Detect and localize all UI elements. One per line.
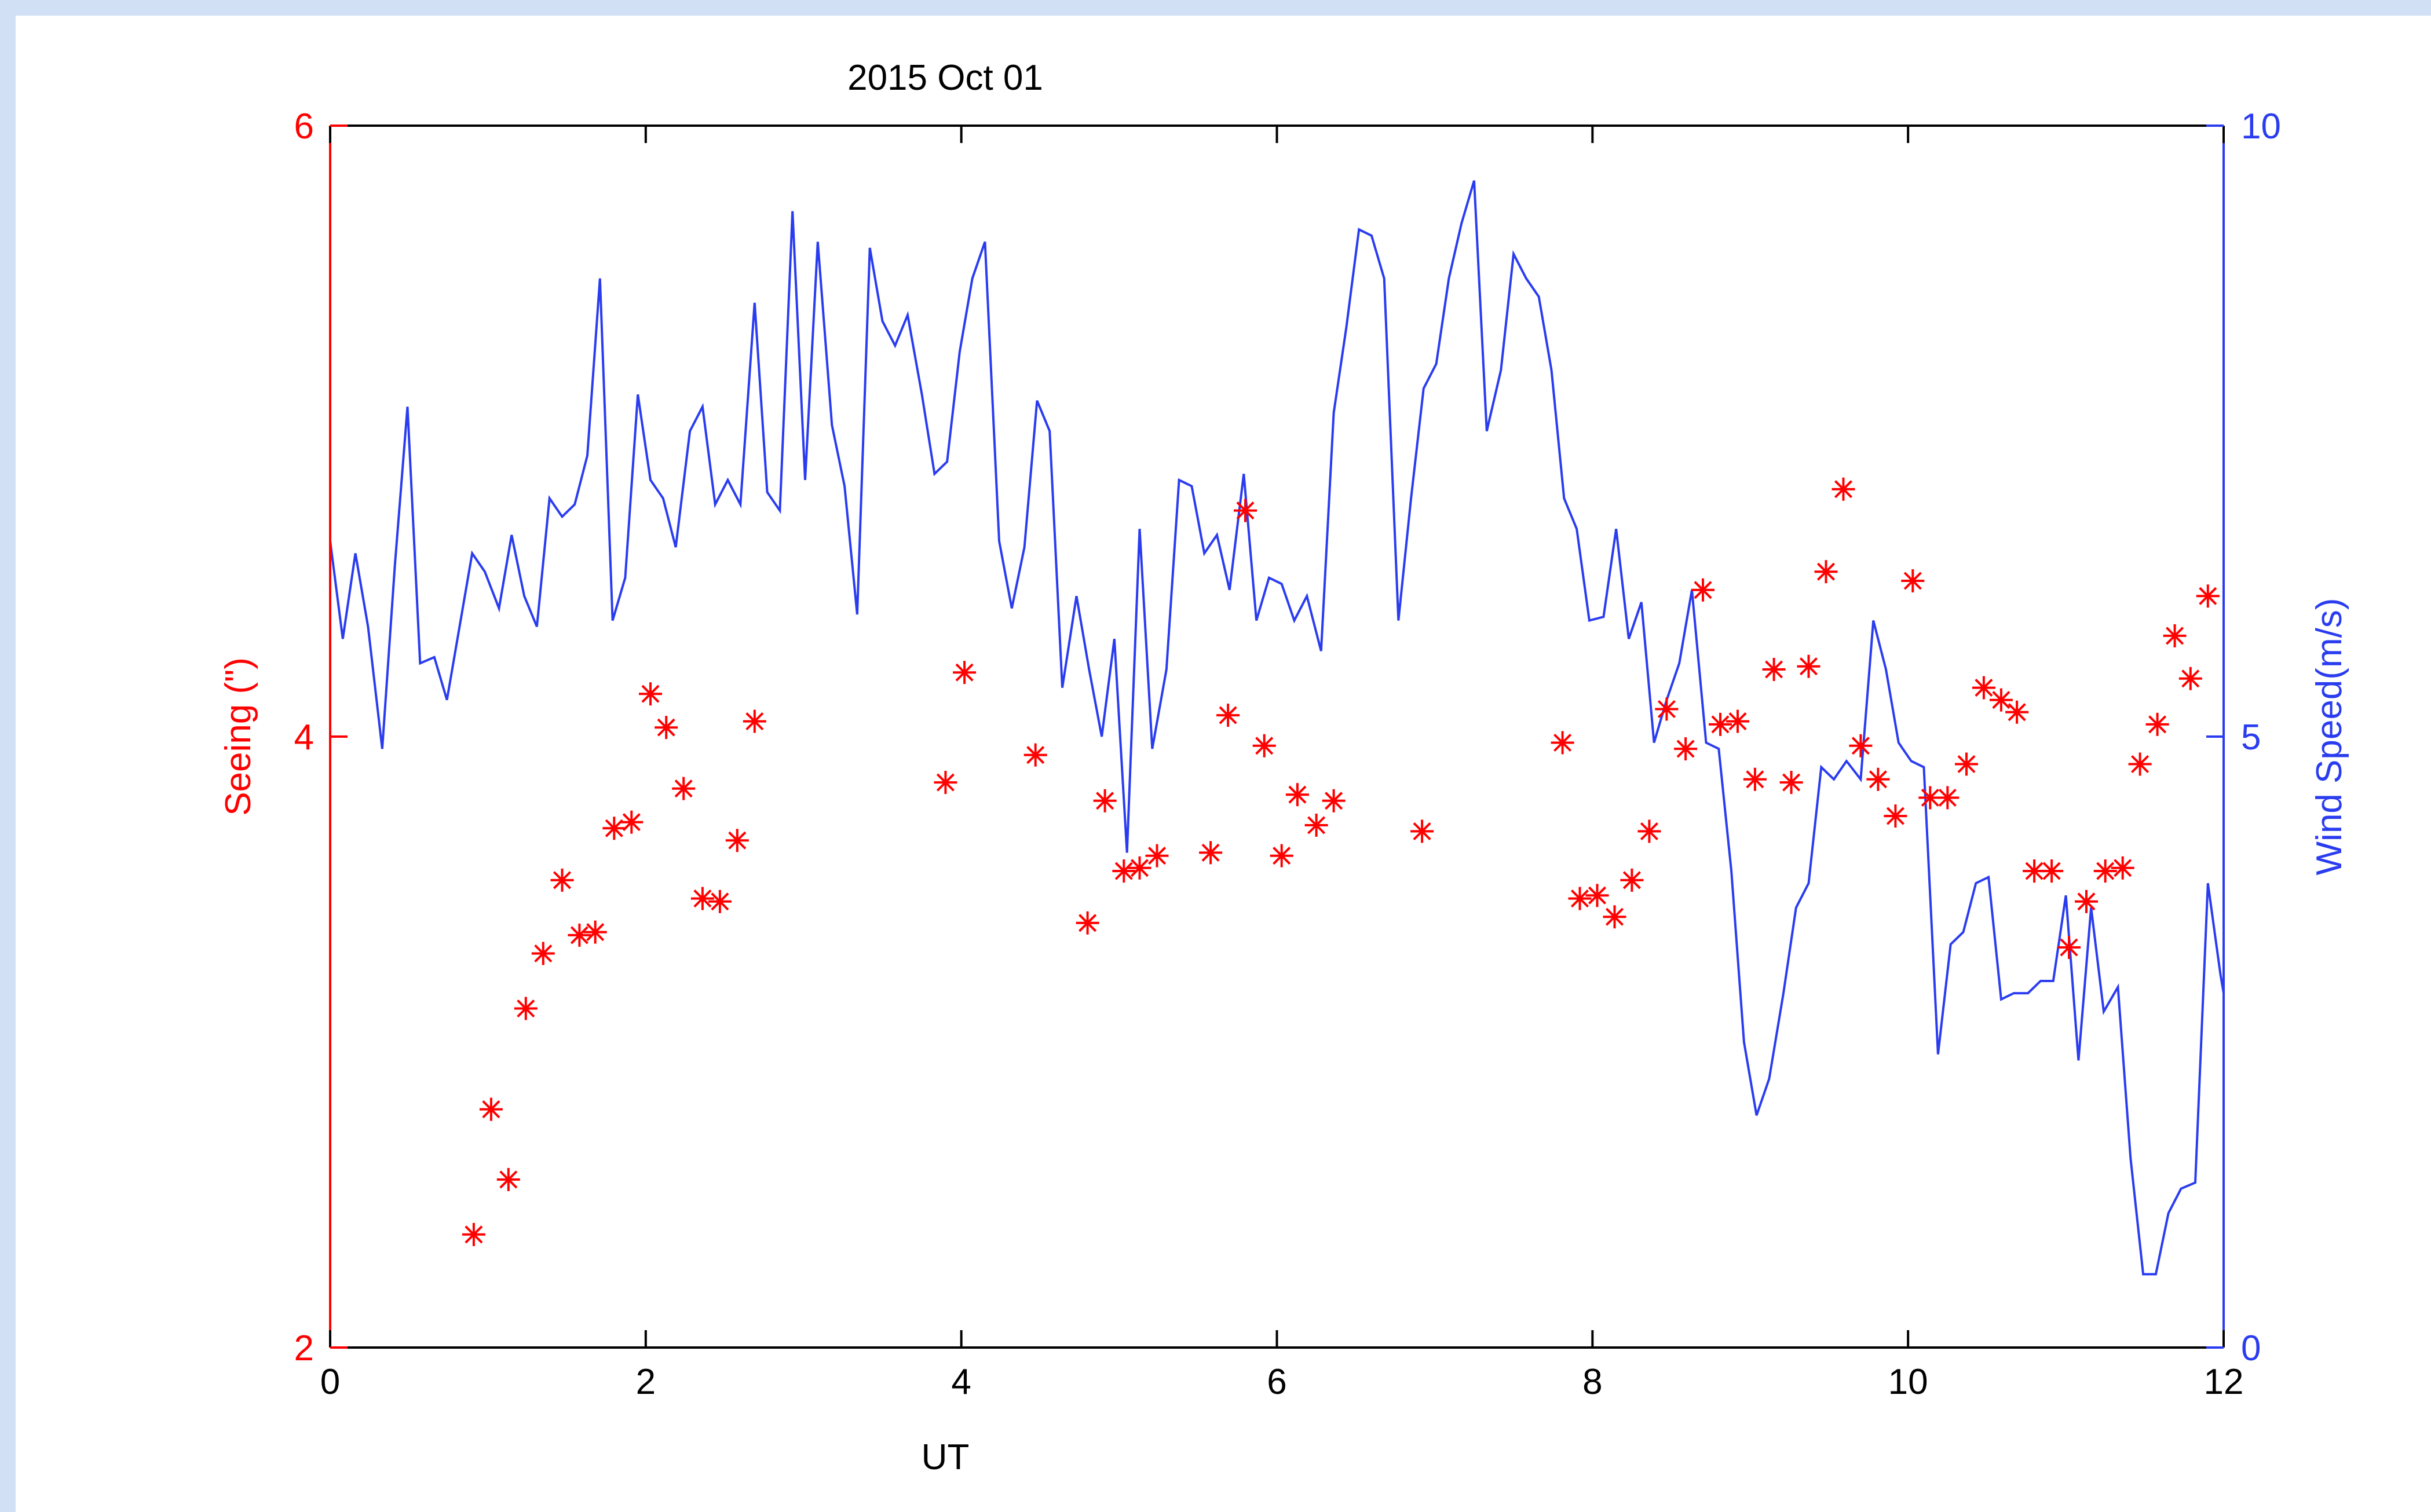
seeing-point	[1972, 676, 1995, 700]
seeing-point	[1585, 884, 1609, 907]
seeing-point	[602, 817, 626, 840]
seeing-point	[1797, 654, 1820, 678]
seeing-point	[462, 1222, 485, 1246]
left-tick-label: 6	[294, 107, 314, 147]
seeing-point	[708, 889, 732, 913]
seeing-point	[2057, 936, 2081, 959]
x-tick-label: 4	[951, 1362, 971, 1402]
seeing-point	[2196, 584, 2220, 608]
seeing-point	[1270, 844, 1293, 867]
x-tick-label: 2	[636, 1362, 656, 1402]
seeing-point	[550, 868, 574, 892]
seeing-point	[1989, 688, 2013, 712]
right-tick-label: 10	[2241, 107, 2281, 147]
seeing-point	[1285, 783, 1309, 807]
seeing-point	[1849, 734, 1873, 757]
seeing-point	[531, 942, 555, 965]
seeing-point	[496, 1167, 520, 1191]
seeing-point	[1128, 856, 1151, 880]
seeing-point	[1637, 819, 1661, 843]
seeing-point	[620, 810, 644, 834]
left-tick-label: 2	[294, 1328, 314, 1368]
seeing-point	[1814, 560, 1838, 584]
seeing-point	[2178, 667, 2202, 690]
seeing-point	[1901, 569, 1925, 592]
seeing-point	[672, 777, 696, 800]
seeing-series	[462, 477, 2220, 1246]
seeing-point	[1234, 499, 1257, 522]
seeing-point	[1743, 767, 1767, 791]
seeing-point	[934, 771, 957, 795]
seeing-point	[2005, 700, 2029, 724]
x-tick-label: 12	[2204, 1362, 2244, 1402]
seeing-point	[690, 887, 714, 910]
seeing-point	[2163, 624, 2187, 647]
chart-title: 2015 Oct 01	[847, 58, 1043, 98]
seeing-point	[2128, 752, 2152, 776]
seeing-point	[514, 997, 538, 1020]
seeing-point	[655, 716, 678, 739]
seeing-point	[1832, 477, 1855, 501]
seeing-point	[1655, 697, 1679, 721]
seeing-point	[1252, 734, 1276, 757]
seeing-point	[1691, 578, 1715, 602]
seeing-point	[2145, 712, 2169, 736]
seeing-point	[1726, 709, 1749, 733]
seeing-point	[1023, 743, 1047, 767]
seeing-point	[953, 661, 977, 684]
seeing-point	[1709, 712, 1732, 736]
seeing-point	[1145, 844, 1169, 867]
seeing-point	[1884, 804, 1907, 828]
seeing-point	[1568, 887, 1592, 910]
seeing-point	[1322, 789, 1346, 812]
x-tick-label: 0	[320, 1362, 340, 1402]
seeing-point	[1093, 789, 1117, 812]
seeing-point	[2093, 859, 2117, 883]
seeing-point	[1410, 819, 1434, 843]
seeing-point	[568, 923, 591, 947]
seeing-point	[2040, 859, 2064, 883]
left-tick-label: 4	[294, 717, 314, 757]
seeing-point	[479, 1097, 503, 1121]
seeing-point	[1304, 814, 1328, 837]
seeing-point	[1199, 841, 1223, 865]
seeing-point	[2075, 889, 2098, 913]
seeing-point	[1112, 859, 1136, 883]
x-tick-label: 6	[1267, 1362, 1286, 1402]
seeing-point	[743, 709, 766, 733]
right-axis-label: Wind Speed(m/s)	[2309, 598, 2349, 876]
seeing-point	[1620, 868, 1644, 892]
seeing-point	[583, 920, 607, 944]
seeing-point	[1936, 786, 1960, 810]
seeing-point	[2111, 856, 2134, 880]
right-tick-label: 5	[2241, 717, 2261, 757]
seeing-point	[725, 829, 749, 852]
seeing-point	[1866, 767, 1890, 791]
seeing-point	[1779, 771, 1803, 795]
seeing-point	[1603, 905, 1626, 929]
wind-speed-series	[330, 180, 2224, 1276]
x-axis-label: UT	[922, 1437, 970, 1477]
seeing-point	[1955, 752, 1978, 776]
left-axis-label: Seeing (")	[218, 657, 258, 816]
x-tick-label: 10	[1888, 1362, 1928, 1402]
seeing-point	[1674, 737, 1698, 761]
seeing-point	[639, 682, 662, 706]
x-tick-label: 8	[1582, 1362, 1602, 1402]
wind-speed-line	[330, 180, 2224, 1276]
figure-window: 2015 Oct 01 0 2 4 6 8 10 12 2 4 6 0 5 10 UT Seeing (…	[16, 16, 2431, 1512]
seeing-point	[1762, 658, 1786, 681]
seeing-point	[1076, 911, 1099, 935]
seeing-point	[1216, 704, 1240, 727]
seeing-point	[1551, 731, 1574, 755]
right-tick-label: 0	[2241, 1328, 2261, 1368]
